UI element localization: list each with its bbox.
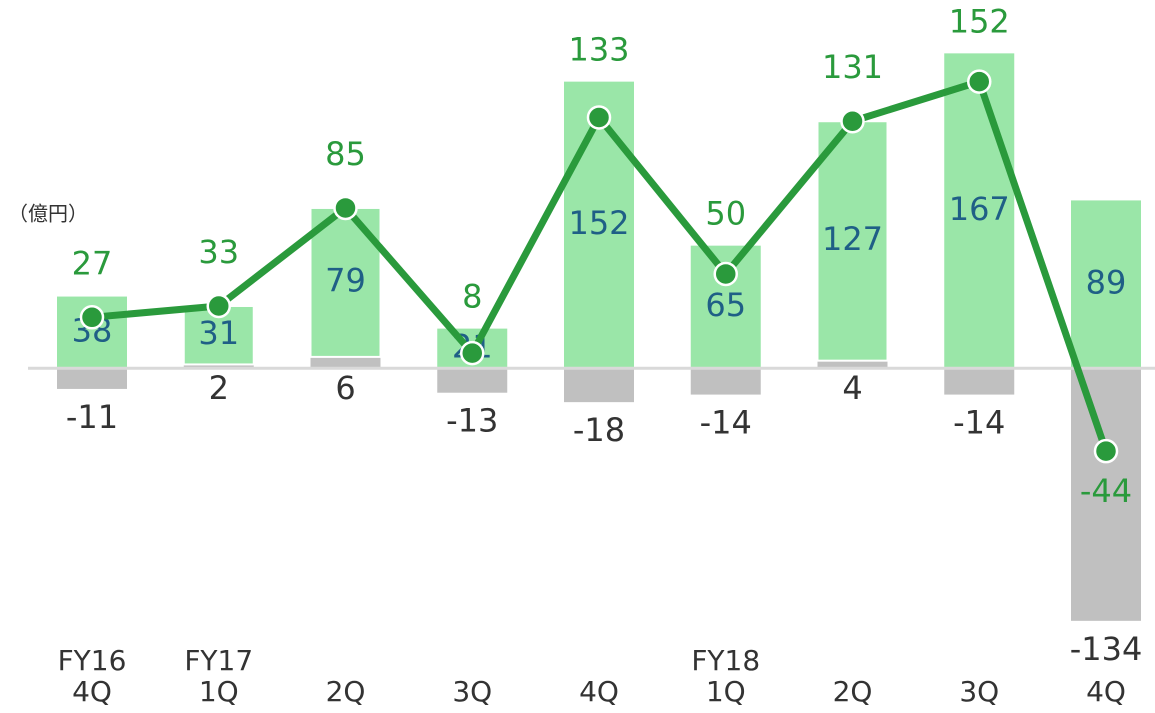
bar-segment bbox=[1071, 368, 1141, 621]
value-label: -13 bbox=[446, 402, 498, 440]
value-label: 89 bbox=[1086, 263, 1127, 301]
x-tick-label: 3Q bbox=[452, 675, 492, 708]
x-tick-label: 4Q bbox=[579, 675, 619, 708]
total-point bbox=[206, 293, 231, 319]
total-point bbox=[333, 195, 358, 221]
total-label: 33 bbox=[198, 233, 239, 271]
bar-segment bbox=[816, 120, 889, 362]
value-label: 79 bbox=[325, 261, 366, 299]
x-year-label: FY16 bbox=[58, 644, 127, 677]
x-year-label: FY17 bbox=[184, 644, 253, 677]
value-label: -18 bbox=[573, 411, 625, 449]
total-label: 152 bbox=[949, 2, 1010, 40]
total-point bbox=[840, 108, 865, 134]
value-label: 65 bbox=[705, 286, 746, 324]
bar-segment bbox=[944, 368, 1015, 395]
total-point bbox=[79, 305, 105, 330]
bar-segment bbox=[1071, 200, 1141, 369]
value-label: 31 bbox=[198, 314, 239, 352]
total-point bbox=[713, 261, 738, 287]
bar-segment bbox=[817, 360, 888, 369]
bar-segment bbox=[437, 368, 508, 393]
total-point bbox=[460, 340, 485, 366]
total-point bbox=[586, 105, 612, 130]
bar-segment bbox=[57, 368, 127, 389]
x-year-label: FY18 bbox=[691, 644, 760, 677]
value-label: -14 bbox=[700, 404, 752, 442]
total-label: 50 bbox=[705, 195, 746, 233]
value-label: 4 bbox=[842, 369, 862, 407]
total-label: 133 bbox=[568, 31, 629, 69]
value-label: -134 bbox=[1070, 630, 1143, 668]
total-point bbox=[1093, 438, 1119, 464]
value-label: 152 bbox=[568, 204, 629, 242]
bar-segment bbox=[944, 53, 1015, 369]
value-label: -14 bbox=[953, 404, 1005, 442]
x-tick-label: 2Q bbox=[326, 675, 366, 708]
x-tick-label: 1Q bbox=[199, 675, 239, 708]
total-point bbox=[967, 69, 992, 94]
x-tick-label: 4Q bbox=[1086, 675, 1126, 708]
value-label: -11 bbox=[66, 398, 118, 436]
total-label: 27 bbox=[72, 244, 113, 282]
value-label: 2 bbox=[209, 369, 229, 407]
unit-label: （億円） bbox=[8, 202, 88, 226]
x-tick-label: 2Q bbox=[833, 675, 873, 708]
x-tick-label: 3Q bbox=[959, 675, 999, 708]
total-label: 8 bbox=[462, 278, 482, 316]
value-label: 6 bbox=[335, 369, 355, 407]
value-label: 127 bbox=[822, 220, 883, 258]
bar-segment bbox=[310, 356, 381, 369]
total-label: 85 bbox=[325, 135, 366, 173]
total-label: 131 bbox=[822, 48, 883, 86]
total-label: -44 bbox=[1080, 472, 1132, 510]
x-tick-label: 4Q bbox=[72, 675, 112, 708]
bar-segment bbox=[183, 364, 254, 369]
x-tick-label: 1Q bbox=[706, 675, 746, 708]
bar-segment bbox=[564, 368, 634, 403]
value-label: 167 bbox=[949, 190, 1010, 228]
bar-segment bbox=[690, 368, 761, 395]
